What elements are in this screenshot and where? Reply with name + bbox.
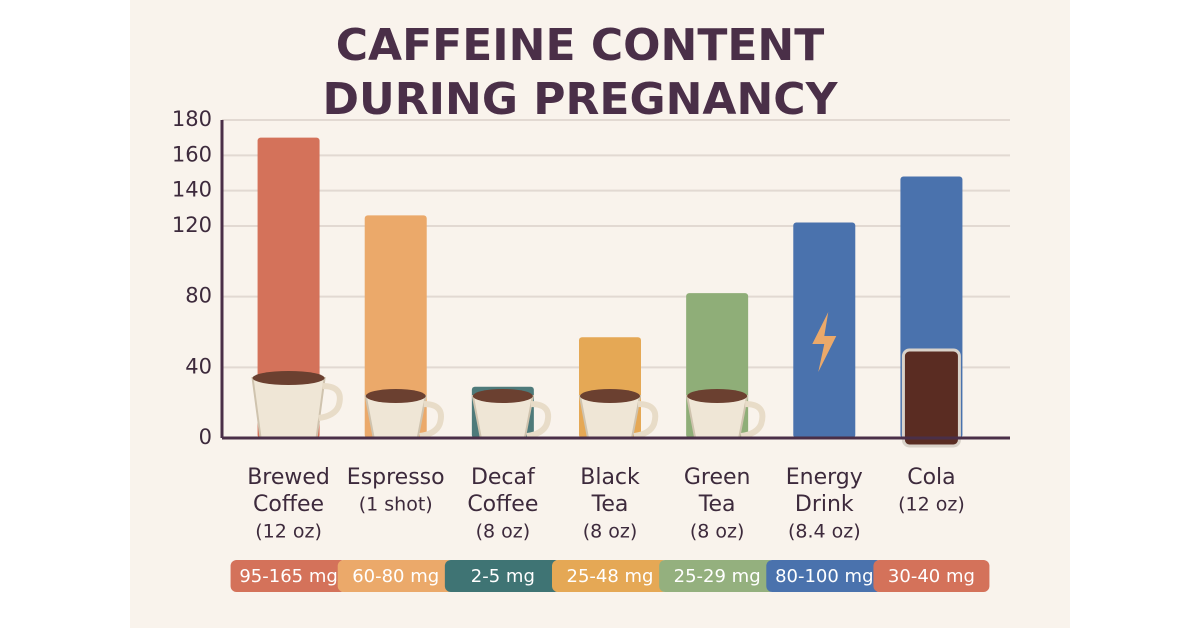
range-pill	[659, 560, 776, 592]
cup-handle	[419, 401, 444, 439]
cup-rim	[472, 389, 533, 403]
y-tick-label: 40	[185, 354, 212, 378]
range-pill	[552, 560, 668, 592]
cup-handle	[526, 401, 552, 439]
bar	[257, 137, 320, 438]
cup-handle	[633, 401, 659, 439]
x-tick-label: Coffee	[253, 492, 324, 517]
range-label: 25-48 mg	[567, 566, 654, 587]
glass-icon	[901, 348, 961, 448]
x-tick-label: (8 oz)	[476, 521, 531, 543]
range-pill	[230, 560, 347, 592]
x-tick-label: (8 oz)	[583, 521, 638, 543]
x-tick-label: (1 shot)	[359, 494, 433, 516]
bolt-icon	[812, 312, 837, 372]
cup-handle	[740, 401, 766, 439]
range-label: 30-40 mg	[888, 566, 975, 587]
chart-title: DURING PREGNANCY	[323, 74, 839, 125]
x-tick-label: (12 oz)	[255, 521, 322, 543]
chart-title: CAFFEINE CONTENT	[336, 20, 825, 71]
y-tick-label: 140	[172, 178, 212, 202]
range-pill	[873, 560, 990, 592]
y-tick-label: 0	[199, 425, 212, 449]
x-tick-label: Energy	[786, 465, 863, 490]
range-pill	[444, 560, 561, 592]
range-pill	[337, 560, 454, 592]
cup-handle	[318, 383, 343, 421]
x-tick-label: Espresso	[347, 465, 445, 490]
x-tick-label: (8 oz)	[690, 521, 745, 543]
x-tick-label: (12 oz)	[898, 494, 965, 516]
x-tick-label: Tea	[698, 492, 736, 517]
range-label: 80-100 mg	[775, 566, 873, 587]
x-tick-label: Coffee	[467, 492, 538, 517]
x-tick-label: Tea	[591, 492, 629, 517]
y-tick-label: 160	[172, 142, 212, 166]
x-tick-label: Decaf	[471, 465, 536, 490]
y-tick-label: 120	[172, 213, 212, 237]
cup-rim	[580, 389, 640, 403]
range-pill	[766, 560, 883, 592]
range-label: 95-165 mg	[239, 566, 337, 587]
range-label: 25-29 mg	[674, 566, 761, 587]
x-tick-label: (8.4 oz)	[788, 521, 861, 543]
cup-rim	[365, 389, 426, 403]
x-tick-label: Green	[684, 465, 751, 490]
cup-rim	[687, 389, 748, 403]
cup-rim	[252, 371, 325, 385]
x-tick-label: Black	[580, 465, 640, 490]
y-tick-label: 180	[172, 107, 212, 131]
x-tick-label: Cola	[907, 465, 955, 490]
range-label: 2-5 mg	[471, 566, 535, 587]
x-tick-label: Brewed	[247, 465, 330, 490]
cup-icon	[251, 377, 326, 439]
x-tick-label: Drink	[795, 492, 854, 517]
range-label: 60-80 mg	[352, 566, 439, 587]
bar	[364, 215, 427, 438]
y-tick-label: 80	[185, 284, 212, 308]
